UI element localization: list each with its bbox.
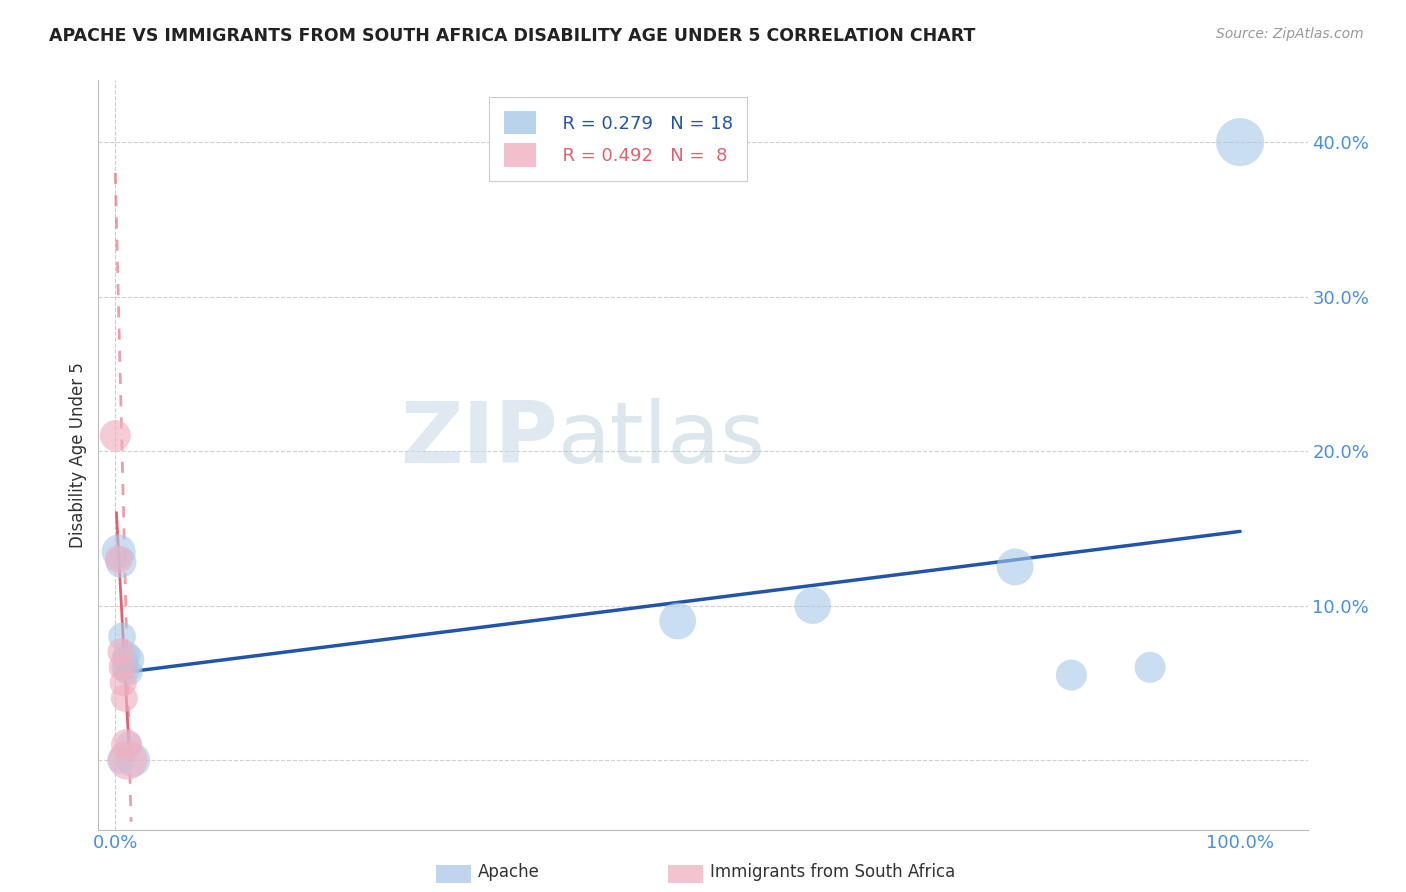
Legend:   R = 0.279   N = 18,   R = 0.492   N =  8: R = 0.279 N = 18, R = 0.492 N = 8 xyxy=(489,97,747,181)
Point xyxy=(110,555,132,569)
Point xyxy=(112,691,135,706)
Point xyxy=(107,552,129,566)
Point xyxy=(110,645,132,659)
Point xyxy=(115,648,138,662)
Point xyxy=(122,753,145,767)
Point xyxy=(112,652,135,666)
Point xyxy=(118,652,141,666)
Text: Immigrants from South Africa: Immigrants from South Africa xyxy=(710,863,955,881)
Point xyxy=(666,614,689,628)
Y-axis label: Disability Age Under 5: Disability Age Under 5 xyxy=(69,362,87,548)
Point xyxy=(112,660,135,674)
Text: APACHE VS IMMIGRANTS FROM SOUTH AFRICA DISABILITY AGE UNDER 5 CORRELATION CHART: APACHE VS IMMIGRANTS FROM SOUTH AFRICA D… xyxy=(49,27,976,45)
Text: ZIP: ZIP xyxy=(401,399,558,482)
Point xyxy=(111,660,134,674)
Point xyxy=(1004,560,1026,574)
Point xyxy=(1139,660,1161,674)
Point xyxy=(110,753,132,767)
Point xyxy=(118,665,141,679)
Point xyxy=(104,428,127,442)
Point xyxy=(111,630,134,644)
Point xyxy=(107,544,129,558)
Point xyxy=(1229,135,1251,149)
Point xyxy=(112,675,135,690)
Point xyxy=(115,664,138,678)
Point xyxy=(117,753,139,767)
Point xyxy=(118,738,141,752)
Text: Source: ZipAtlas.com: Source: ZipAtlas.com xyxy=(1216,27,1364,41)
Point xyxy=(1060,668,1083,682)
Text: Apache: Apache xyxy=(478,863,540,881)
Text: atlas: atlas xyxy=(558,399,766,482)
Point xyxy=(115,738,138,752)
Point xyxy=(801,599,824,613)
